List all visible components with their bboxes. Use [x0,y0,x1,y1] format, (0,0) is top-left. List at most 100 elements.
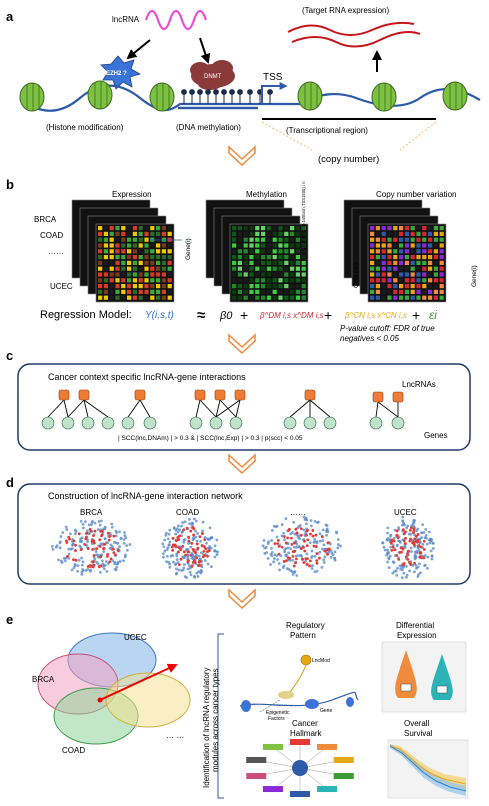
lncrna-node [372,391,384,403]
factors-label: Factors [268,716,285,722]
network-label-1: COAD [176,508,199,517]
network-clouds [50,515,435,580]
lncrna-node [304,389,316,401]
hallmark-wheel [246,739,354,797]
copy-number-guide-left [261,121,313,151]
dnmt-label: DNMT [204,74,222,80]
panel-c: c Cancer context specific lncRNA-gene in… [6,348,471,475]
hallmark-line1: Cancer [292,719,318,728]
nucleosome-2-icon [87,80,113,110]
network-2 [261,515,342,577]
gene-node [81,416,95,430]
plus-1: + [240,307,248,323]
panel-letter-d: d [6,475,14,490]
gene-node [189,416,203,430]
cancer-label-3: UCEC [50,282,73,291]
panel-letter-e: e [6,612,13,627]
nucleosome-6-icon [442,81,468,111]
ezh2-label: EZH2 ? [106,71,127,77]
gene-node [121,416,135,430]
cn-term: β^CN i,s x^CN i,s [344,311,407,320]
lncrna-node [58,389,70,401]
cnv-heading: Copy number variation [376,190,456,199]
survival-line1: Overall [404,719,430,728]
venn-label-ucec: UCEC [124,633,147,642]
beta0-term: β0 [219,310,233,322]
gene-node [229,416,243,430]
nucleosome-1-icon [19,82,45,112]
lncrna-label: lncRNA [112,15,140,24]
histone-label: (Histone modification) [46,123,124,132]
differential-line2: Expression [397,631,437,640]
identification-line1: Identification of lncRNA regulatory [202,667,211,788]
tss-arrow-icon [261,82,288,104]
motif-3 [283,389,337,430]
gene-node [391,416,405,430]
cancer-label-1: COAD [40,231,63,240]
panel-d-title: Construction of lncRNA-gene interaction … [48,491,243,501]
gene-node [303,416,317,430]
nucleosome-3-icon [149,82,175,112]
epigenetic-label: Epigenetic [266,710,290,716]
motif-0 [41,389,115,430]
lncrnas-label: LncRNAs [402,380,436,389]
venn-label-brca: BRCA [32,675,55,684]
survival-plot [387,739,469,799]
lncrna-node [392,391,404,403]
tss-label: TSS [263,72,283,83]
identification-line2: modules across cancer types [211,668,220,772]
panel-a: a lncRNA EZH2 ? DNMT (Target RNA express… [6,6,481,167]
panel-c-title: Cancer context specific lncRNA-gene inte… [48,372,246,382]
arrow-to-dnmt [199,37,211,64]
motif-4 [369,391,405,430]
panel-e: e UCEC BRCA COAD … … Identification of l… [6,612,469,799]
target-expression-label: (Target RNA expression) [302,6,389,15]
nucleosome-5-icon [371,82,397,112]
genes-label: Genes [424,431,448,440]
network-1 [161,517,219,579]
epsilon-term: εi [429,308,437,322]
regulatory-pattern-line2: Pattern [290,631,316,640]
gene-node [323,416,337,430]
chevron-c-d-icon [228,453,256,475]
gene-node [143,416,157,430]
chevron-a-b-icon [228,145,256,167]
criteria-text: | SCC(lnc,DNAm) | > 0.3 & | SCC(lnc,Exp)… [118,435,303,442]
venn-label-coad: COAD [62,746,85,755]
venn-other [105,672,191,728]
dnmt-cloud-icon [190,60,235,90]
chevron-b-c-icon [228,333,256,355]
y-term: Y(i,s,t) [145,310,174,321]
gene-node [283,416,297,430]
panel-letter-a: a [6,9,14,24]
gene-i-left-label: Gene(i) [185,238,192,260]
panel-c-box [17,363,471,451]
differential-line1: Differential [396,621,434,630]
heatmap-stack-2 [343,199,447,303]
expression-heading: Expression [112,190,152,199]
cpg-label: CpG (m) [353,263,360,288]
approx-symbol: ≈ [197,307,205,324]
arrow-to-ezh2 [126,39,151,60]
gene-node [61,416,75,430]
heatmap-stacks [71,199,447,303]
lncrna-node [234,389,246,401]
gene-node [369,416,383,430]
network-3 [381,515,435,580]
venn-arrow [99,663,178,701]
hallmark-line2: Hallmark [290,729,323,738]
pvalue-note-line2: negatives < 0.05 [340,334,399,343]
lncrna-strand [144,9,208,31]
venn-label-etc: … … [166,731,184,740]
beta-formula-vertical: β(i) = ∑β(m,TSS200,1stExon,TSS1500) / n [301,181,306,261]
gene-i-right-label: Gene(i) [471,265,478,287]
venn-intersection-dot [97,697,103,703]
lncmod-label: LncMod [312,658,330,664]
motif-1 [121,389,157,430]
modules-bracket [217,633,224,799]
survival-line2: Survival [404,729,433,738]
ezh2-star-icon [100,55,142,90]
transcriptional-label: (Transcriptional region) [286,126,368,135]
motif-2 [189,389,246,430]
panel-b: b Expression Methylation Copy number var… [6,177,478,355]
